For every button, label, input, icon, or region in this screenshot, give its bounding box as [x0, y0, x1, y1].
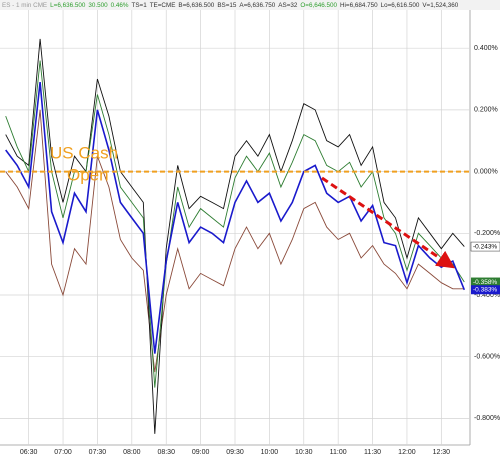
- y-tick-label: -0.400%: [474, 292, 500, 299]
- header-item: BS=15: [217, 2, 237, 9]
- x-tick-label: 07:30: [89, 449, 107, 456]
- y-tick-label: 0.400%: [474, 45, 498, 52]
- end-label: -0.383%: [473, 286, 497, 293]
- x-tick-label: 11:30: [364, 449, 381, 456]
- end-label: -0.243%: [473, 243, 497, 250]
- x-tick-label: 07:00: [54, 449, 72, 456]
- x-tick-label: 11:00: [330, 449, 347, 456]
- x-tick-label: 12:30: [433, 449, 451, 456]
- y-tick-label: 0.000%: [474, 168, 498, 175]
- header-item: O=6,646.500: [300, 2, 337, 9]
- x-tick-label: 08:00: [123, 449, 141, 456]
- header-item: AS=32: [278, 2, 298, 9]
- series-line: [5, 82, 466, 354]
- series-line: [5, 109, 465, 373]
- header-bar: [0, 0, 500, 10]
- end-label-box: [471, 285, 500, 295]
- end-label-box: [470, 241, 500, 252]
- y-tick-label: -0.800%: [474, 415, 500, 422]
- header-item: V=1,524,360: [422, 2, 458, 9]
- header-item: TE=CME: [150, 2, 176, 9]
- y-tick-label: 0.200%: [474, 107, 498, 114]
- header-item: A=6,636.750: [239, 2, 275, 9]
- header-item: ES - 1 min CME: [2, 2, 47, 9]
- header-item: L=6,636.500: [50, 2, 86, 9]
- x-tick-label: 06:30: [20, 449, 38, 456]
- annotation: US Cash: [50, 143, 118, 162]
- x-tick-label: 10:30: [295, 449, 313, 456]
- y-tick-label: -0.600%: [474, 354, 500, 361]
- header: ES - 1 min CME L=6,636.500 30.500 0.46% TS=1…: [2, 2, 459, 9]
- series-line: [5, 38, 465, 434]
- header-item: Hi=6,684.750: [340, 2, 378, 9]
- header-item: Lo=6,616.500: [381, 2, 420, 9]
- header-item: 0.46%: [111, 2, 129, 9]
- trend-arrow: [321, 176, 455, 269]
- header-item: TS=1: [131, 2, 147, 9]
- header-item: 30.500: [88, 2, 108, 9]
- x-tick-label: 08:30: [157, 449, 175, 456]
- x-tick-label: 09:00: [192, 449, 210, 456]
- end-label: -0.358%: [473, 279, 497, 286]
- y-tick-label: -0.200%: [474, 230, 500, 237]
- header-item: B=6,636.500: [178, 2, 214, 9]
- end-label-box: [471, 277, 500, 287]
- x-tick-label: 12:00: [398, 449, 416, 456]
- x-tick-label: 09:30: [226, 449, 244, 456]
- x-tick-label: 10:00: [261, 449, 279, 456]
- annotation: Open: [67, 165, 109, 184]
